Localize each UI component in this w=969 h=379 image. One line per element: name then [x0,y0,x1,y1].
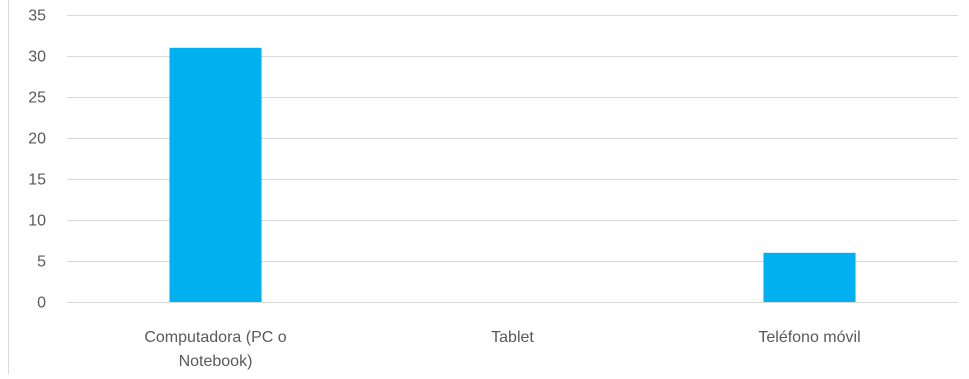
y-tick-label: 35 [28,8,46,25]
y-axis-tick-labels: 0 5 10 15 20 25 30 35 [28,8,46,312]
x-category-label-line: Tablet [491,329,534,346]
x-category-label-line: Notebook) [179,353,253,370]
y-tick-label: 0 [37,295,46,312]
y-tick-label: 25 [28,90,46,107]
y-tick-label: 20 [28,131,46,148]
chart-left-border [8,0,9,374]
x-category-label: Teléfono móvil [758,329,860,346]
x-category-label-line: Computadora (PC o [144,329,286,346]
bar [763,252,856,302]
x-axis-category-labels: Computadora (PC o Notebook) Tablet Teléfono… [144,329,860,370]
x-category-label-line: Teléfono móvil [758,329,860,346]
bar [169,47,262,302]
bars [169,47,856,302]
y-tick-label: 15 [28,172,46,189]
y-tick-label: 10 [28,213,46,230]
y-tick-label: 5 [37,254,46,271]
x-category-label: Tablet [491,329,534,346]
x-category-label: Computadora (PC o Notebook) [144,329,286,370]
y-tick-label: 30 [28,49,46,66]
